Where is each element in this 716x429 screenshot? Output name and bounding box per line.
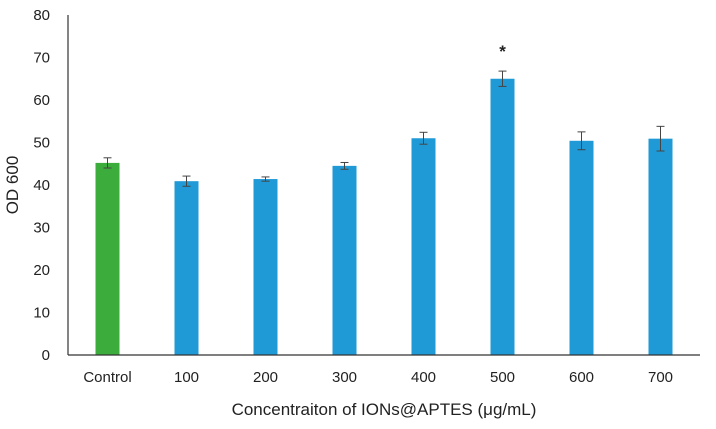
y-tick-label: 0: [42, 347, 50, 364]
y-tick-label: 10: [33, 305, 50, 322]
error-bar: [498, 70, 507, 87]
bars: [95, 78, 673, 355]
x-tick-label: 300: [332, 369, 357, 386]
error-bar: [577, 131, 586, 151]
y-tick-label: 20: [33, 262, 50, 279]
y-axis-ticks: 0 10 20 30 40 50 60 70 80: [33, 7, 50, 364]
x-tick-label: 200: [253, 369, 278, 386]
error-bar: [340, 161, 349, 170]
bar-control: [95, 162, 120, 355]
bar-700: [648, 138, 673, 355]
y-tick-label: 30: [33, 220, 50, 237]
x-tick-label: 700: [648, 369, 673, 386]
y-tick-label: 80: [33, 7, 50, 24]
x-tick-label: Control: [83, 369, 131, 386]
bar-400: [411, 138, 436, 355]
significance-marker: *: [499, 42, 506, 61]
error-bar: [261, 176, 270, 182]
x-tick-label: 100: [174, 369, 199, 386]
x-tick-label: 400: [411, 369, 436, 386]
bar-500: [490, 78, 515, 355]
y-tick-label: 40: [33, 177, 50, 194]
y-tick-label: 60: [33, 92, 50, 109]
x-tick-label: 500: [490, 369, 515, 386]
error-bar: [182, 175, 191, 187]
annotations: *: [499, 42, 506, 61]
bar-100: [174, 181, 199, 355]
error-bar: [103, 157, 112, 169]
error-bars: [103, 70, 665, 187]
y-tick-label: 70: [33, 50, 50, 67]
bar-200: [253, 179, 278, 355]
bar-300: [332, 165, 357, 355]
x-axis-ticks: Control 100 200 300 400 500 600 700: [83, 369, 673, 386]
error-bar: [656, 125, 665, 152]
x-tick-label: 600: [569, 369, 594, 386]
bar-600: [569, 140, 594, 355]
y-tick-label: 50: [33, 135, 50, 152]
y-axis-title: OD 600: [3, 156, 22, 215]
x-axis-title: Concentraiton of IONs@APTES (μg/mL): [232, 400, 537, 419]
error-bar: [419, 131, 428, 145]
